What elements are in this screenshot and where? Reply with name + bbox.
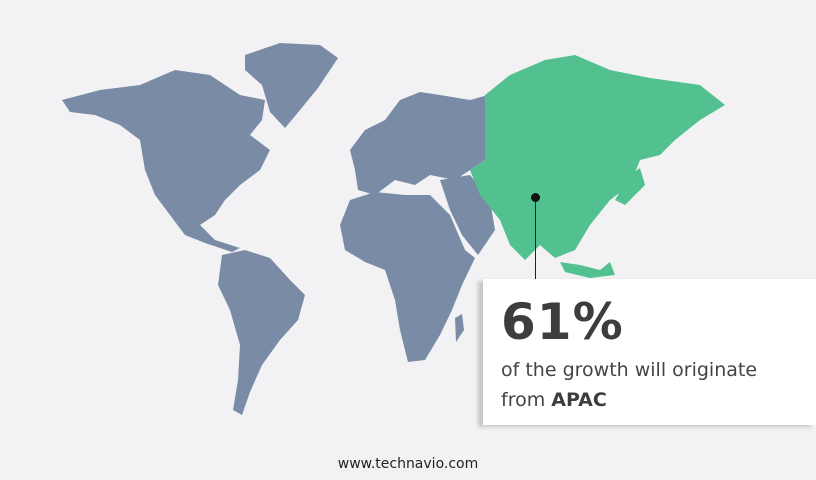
footer-url: www.technavio.com [337,456,479,472]
greenland [245,43,338,128]
south-america [218,250,305,415]
callout-text: of the growth will originate [501,359,758,381]
apac-region [470,55,725,278]
europe [350,92,488,195]
callout-description: of the growth will originate from APAC [501,355,801,415]
callout-region: APAC [551,389,607,411]
madagascar [455,314,464,342]
growth-percent: 61% [501,293,624,351]
callout-marker [531,193,540,202]
africa [340,192,475,362]
indonesia [560,262,615,278]
callout-leader-line [535,197,536,279]
callout-card: 61% of the growth will originate from AP… [483,279,816,425]
north-america [62,70,270,252]
japan [615,168,645,205]
callout-text-from: from [501,389,546,411]
asia [470,55,725,260]
